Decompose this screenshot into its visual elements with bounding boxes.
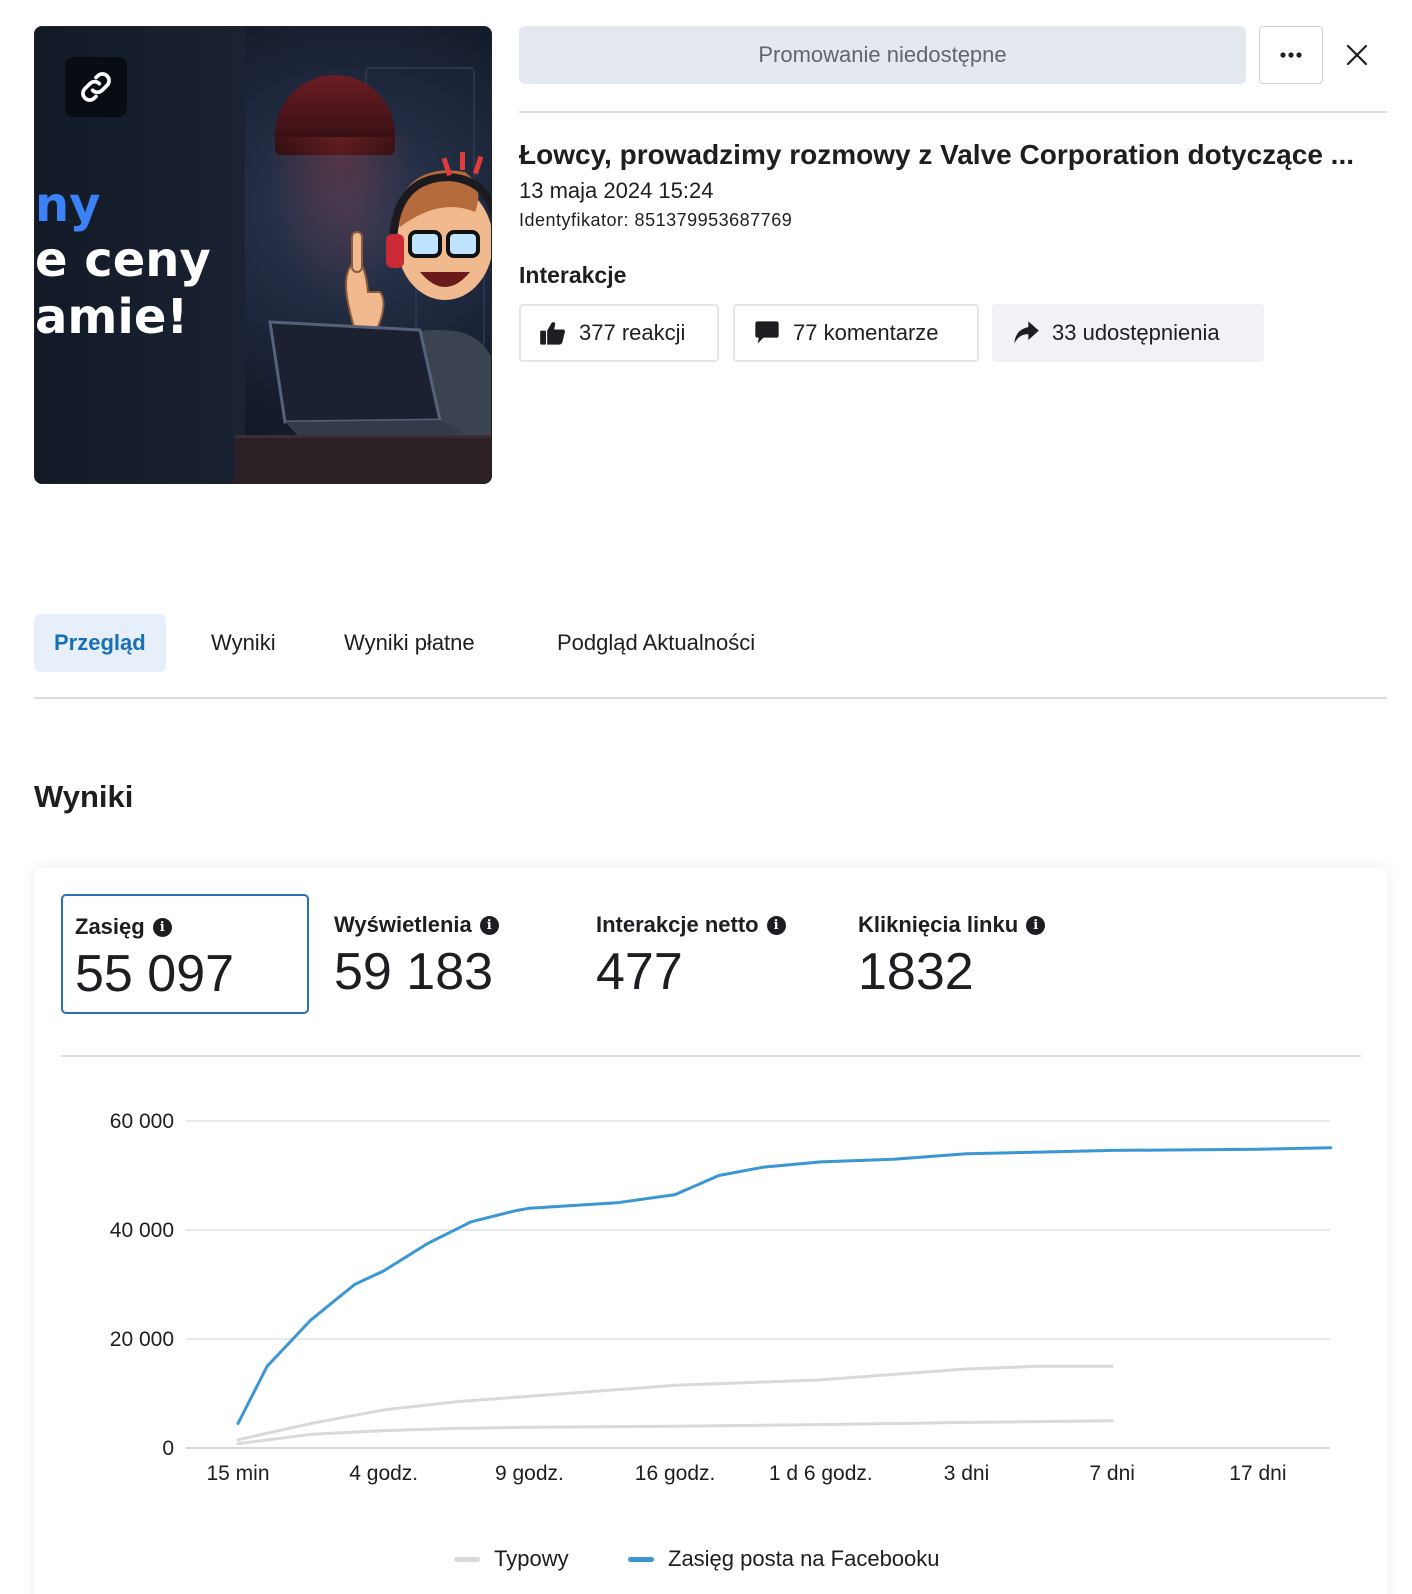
thumbnail-text-line: ny	[35, 177, 101, 233]
divider	[61, 1055, 1361, 1057]
post-thumbnail[interactable]: ny e ceny amie!	[34, 26, 492, 484]
legend-label: Zasięg posta na Facebooku	[668, 1546, 940, 1571]
legend-swatch	[454, 1556, 480, 1562]
lamp-glow	[265, 137, 415, 307]
info-icon[interactable]: i	[479, 915, 499, 935]
metric-label: Interakcje netto i	[596, 912, 786, 938]
metric-net-interactions[interactable]: Interakcje netto i 477	[584, 894, 832, 1014]
info-icon[interactable]: i	[766, 915, 786, 935]
promote-button[interactable]: Promowanie niedostępne	[519, 26, 1246, 84]
x-tick-label: 16 godz.	[635, 1462, 716, 1485]
comments-count: 77 komentarze	[793, 320, 939, 345]
shares-count: 33 udostępnienia	[1052, 320, 1220, 345]
metric-label-text: Zasięg	[75, 914, 145, 939]
legend-label: Typowy	[494, 1546, 569, 1571]
character-illustration	[268, 152, 491, 452]
info-icon[interactable]: i	[1026, 915, 1046, 935]
x-tick-label: 9 godz.	[495, 1462, 564, 1485]
thumbnail-text-line: amie!	[35, 289, 189, 345]
divider	[519, 111, 1387, 113]
interactions-heading: Interakcje	[519, 262, 627, 288]
comments-button[interactable]: 77 komentarze	[733, 304, 979, 362]
y-tick-label: 20 000	[110, 1328, 174, 1351]
post-id: Identyfikator: 851379953687769	[519, 210, 793, 230]
reactions-count: 377 reakcji	[579, 320, 686, 345]
more-options-button[interactable]	[1259, 26, 1323, 84]
comment-icon	[755, 321, 779, 344]
tab-overview[interactable]: Przegląd	[34, 614, 166, 672]
x-tick-label: 1 d 6 godz.	[769, 1462, 873, 1485]
metric-value: 55 097	[75, 945, 235, 1003]
x-tick-label: 4 godz.	[349, 1462, 418, 1485]
reactions-button[interactable]: 377 reakcji	[519, 304, 719, 362]
x-tick-label: 17 dni	[1229, 1462, 1286, 1485]
post-date: 13 maja 2024 15:24	[519, 178, 714, 203]
share-icon	[1014, 321, 1039, 344]
series-line-reach[interactable]	[236, 1146, 1333, 1425]
metric-label-text: Wyświetlenia	[334, 912, 472, 937]
legend-item-reach[interactable]: Zasięg posta na Facebooku	[628, 1544, 940, 1574]
metric-label-text: Kliknięcia linku	[858, 912, 1019, 937]
y-tick-label: 40 000	[110, 1219, 174, 1242]
tab-paid-results[interactable]: Wyniki płatne	[344, 630, 475, 655]
metric-value: 1832	[858, 943, 974, 1001]
divider	[34, 697, 1387, 699]
desk-shape	[235, 435, 491, 483]
series-line-typical[interactable]	[236, 1364, 1114, 1442]
metric-label: Zasięg i	[75, 914, 172, 940]
results-card: Zasięg i 55 097 Wyświetlenia i 59 183 In…	[34, 868, 1387, 1594]
x-tick-label: 3 dni	[944, 1462, 990, 1485]
thumbnail-text-line: e ceny	[35, 232, 211, 288]
info-icon[interactable]: i	[152, 917, 172, 937]
tab-feed-preview[interactable]: Podgląd Aktualności	[557, 630, 756, 655]
x-tick-label: 15 min	[206, 1462, 269, 1485]
metric-link-clicks[interactable]: Kliknięcia linku i 1832	[846, 894, 1094, 1014]
shares-button[interactable]: 33 udostępnienia	[992, 304, 1264, 362]
y-tick-label: 0	[162, 1437, 174, 1460]
series-line-typical[interactable]	[236, 1419, 1114, 1446]
thumbs-up-icon	[540, 322, 566, 345]
legend-swatch	[628, 1556, 654, 1562]
link-icon	[65, 57, 127, 117]
x-tick-label: 7 dni	[1089, 1462, 1135, 1485]
close-icon	[1346, 44, 1368, 66]
metric-value: 59 183	[334, 943, 494, 1001]
results-heading: Wyniki	[34, 779, 134, 814]
reach-line-chart: 0 20 000 40 000 60 000 15 min 4 godz. 9 godz. 1…	[110, 1110, 1333, 1485]
y-tick-label: 60 000	[110, 1110, 174, 1133]
metric-label: Kliknięcia linku i	[858, 912, 1046, 938]
tab-results[interactable]: Wyniki	[211, 630, 276, 655]
metric-reach[interactable]: Zasięg i 55 097	[61, 894, 309, 1014]
metric-label: Wyświetlenia i	[334, 912, 499, 938]
close-button[interactable]	[1336, 34, 1378, 76]
legend-item-typical[interactable]: Typowy	[454, 1544, 569, 1574]
metric-value: 477	[596, 943, 683, 1001]
more-dots-icon	[1280, 52, 1302, 58]
metric-impressions[interactable]: Wyświetlenia i 59 183	[322, 894, 570, 1014]
post-title: Łowcy, prowadzimy rozmowy z Valve Corpor…	[519, 139, 1355, 170]
metric-label-text: Interakcje netto	[596, 912, 759, 937]
